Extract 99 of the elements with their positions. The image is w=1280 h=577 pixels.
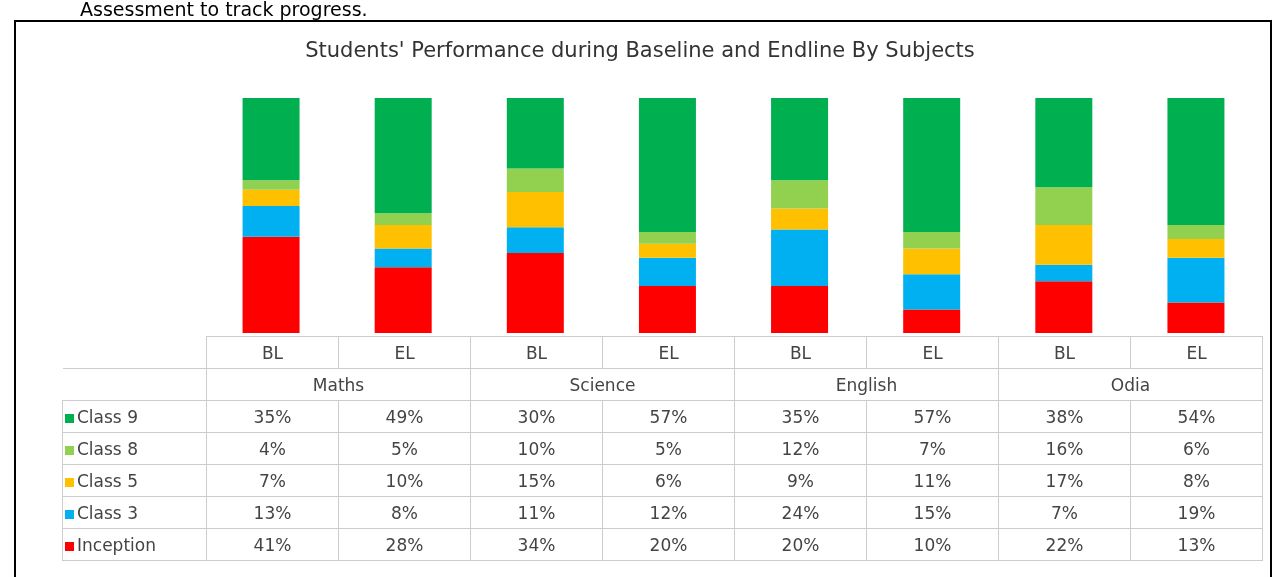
bar <box>506 227 564 254</box>
data-label: 57% <box>602 400 735 433</box>
data-label: 13% <box>206 496 339 529</box>
bar <box>506 168 564 192</box>
bar <box>1167 239 1225 258</box>
bar <box>771 180 829 209</box>
data-label: 10% <box>470 432 603 465</box>
text: Odia <box>998 368 1263 401</box>
x-tick-label: EL <box>338 336 471 369</box>
bar <box>638 243 696 258</box>
bar <box>374 98 432 214</box>
bar <box>1035 187 1093 225</box>
data-label: 8% <box>338 496 471 529</box>
bar <box>771 208 829 230</box>
bar <box>771 98 829 181</box>
data-label: 24% <box>734 496 867 529</box>
data-label: 9% <box>734 464 867 497</box>
x-tick-label: EL <box>602 336 735 369</box>
text: Maths <box>206 368 471 401</box>
data-label: 20% <box>602 528 735 561</box>
x-tick-label: EL <box>866 336 999 369</box>
x-tick-label: BL <box>470 336 603 369</box>
bar <box>1167 98 1225 225</box>
data-label: 41% <box>206 528 339 561</box>
legend-label: Class 9 <box>62 400 207 433</box>
bar <box>242 180 300 190</box>
bar <box>1167 257 1225 303</box>
data-label: 11% <box>470 496 603 529</box>
bar <box>242 189 300 207</box>
data-label: 4% <box>206 432 339 465</box>
legend-label: Class 5 <box>62 464 207 497</box>
bar <box>638 98 696 232</box>
text: Assessment to track progress. <box>80 0 368 20</box>
data-label: 57% <box>866 400 999 433</box>
bar <box>903 248 961 275</box>
bar <box>1035 98 1093 188</box>
data-label: 10% <box>866 528 999 561</box>
bar <box>1035 264 1093 282</box>
legend-label: Class 8 <box>62 432 207 465</box>
bar <box>903 98 961 232</box>
x-tick-label: EL <box>1130 336 1263 369</box>
data-label: 38% <box>998 400 1131 433</box>
data-label: 54% <box>1130 400 1263 433</box>
bar <box>771 286 829 333</box>
bar <box>506 98 564 169</box>
data-label: 7% <box>998 496 1131 529</box>
bar <box>506 253 564 333</box>
legend-label: Class 3 <box>62 496 207 529</box>
x-tick-label: BL <box>998 336 1131 369</box>
data-label: 19% <box>1130 496 1263 529</box>
chart-title: Students' Performance during Baseline and Endline By Subjects <box>304 38 976 62</box>
x-tick-label: BL <box>206 336 339 369</box>
data-label: 35% <box>206 400 339 433</box>
data-label: 20% <box>734 528 867 561</box>
bar <box>374 224 432 249</box>
bar <box>374 248 432 268</box>
data-label: 35% <box>734 400 867 433</box>
bar <box>1035 224 1093 265</box>
data-label: 12% <box>734 432 867 465</box>
text: Science <box>470 368 735 401</box>
data-label: 49% <box>338 400 471 433</box>
data-label: 8% <box>1130 464 1263 497</box>
data-label: 6% <box>602 464 735 497</box>
bar <box>242 98 300 181</box>
bar <box>242 206 300 237</box>
bar <box>374 267 432 333</box>
bar <box>1167 302 1225 333</box>
data-label: 5% <box>602 432 735 465</box>
data-label: 10% <box>338 464 471 497</box>
legend-label: Inception <box>62 528 207 561</box>
bar <box>903 274 961 310</box>
data-label: 30% <box>470 400 603 433</box>
bar <box>903 309 961 333</box>
x-tick-label: BL <box>734 336 867 369</box>
data-label: 13% <box>1130 528 1263 561</box>
bar <box>638 257 696 286</box>
bar <box>1035 281 1093 333</box>
data-label: 28% <box>338 528 471 561</box>
data-label: 16% <box>998 432 1131 465</box>
bar <box>903 231 961 249</box>
bar <box>1167 224 1225 239</box>
bar <box>242 236 300 333</box>
data-label: 11% <box>866 464 999 497</box>
bar <box>374 213 432 225</box>
data-label: 17% <box>998 464 1131 497</box>
text: English <box>734 368 999 401</box>
data-label: 7% <box>866 432 999 465</box>
data-label: 22% <box>998 528 1131 561</box>
data-label: 5% <box>338 432 471 465</box>
data-label: 15% <box>470 464 603 497</box>
data-label: 15% <box>866 496 999 529</box>
bar <box>638 231 696 244</box>
data-label: 7% <box>206 464 339 497</box>
data-label: 12% <box>602 496 735 529</box>
bar <box>506 192 564 228</box>
data-label: 6% <box>1130 432 1263 465</box>
bar <box>638 286 696 333</box>
data-label: 34% <box>470 528 603 561</box>
bar <box>771 229 829 286</box>
